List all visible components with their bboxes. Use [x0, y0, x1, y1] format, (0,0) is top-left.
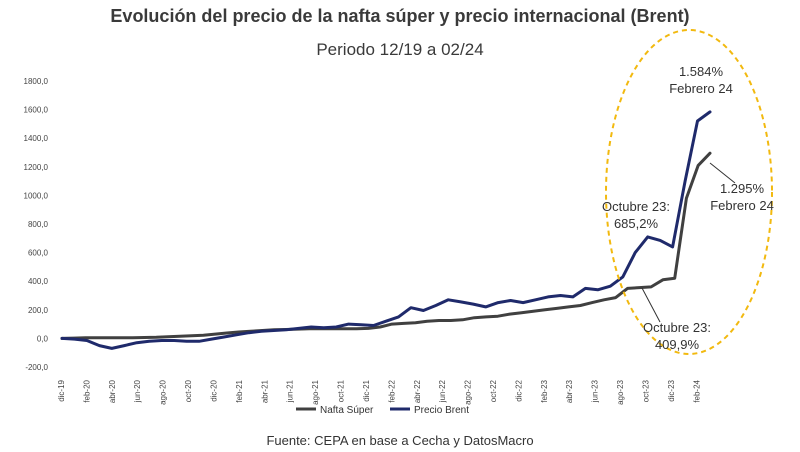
- x-tick-label: ago-22: [464, 379, 473, 404]
- annotations: 1.584% Febrero 24 1.295% Febrero 24 Octubre …: [602, 64, 774, 352]
- x-tick-label: dic-23: [667, 379, 676, 401]
- legend: Nafta Súper Precio Brent: [296, 405, 469, 416]
- y-tick-label: 1800,0: [24, 77, 49, 86]
- x-axis-ticks: dic-19 feb-20 abr-20 jun-20 ago-20 oct-20 dic-…: [57, 379, 701, 404]
- y-tick-label: 400,0: [28, 277, 49, 286]
- series-line: [60, 110, 712, 350]
- x-tick-label: oct-23: [641, 379, 650, 402]
- y-tick-label: 1600,0: [24, 106, 49, 115]
- x-tick-label: abr-23: [565, 379, 574, 403]
- legend-label: Nafta Súper: [320, 405, 374, 416]
- x-tick-label: abr-20: [108, 379, 117, 403]
- annotation-label: Febrero 24: [669, 81, 733, 96]
- x-tick-label: feb-23: [540, 379, 549, 402]
- x-tick-label: dic-20: [209, 379, 218, 401]
- x-tick-label: feb-22: [387, 379, 396, 402]
- y-tick-label: 1200,0: [24, 163, 49, 172]
- y-tick-label: -200,0: [25, 363, 48, 372]
- annotation-label: 685,2%: [614, 216, 659, 231]
- x-tick-label: ago-20: [159, 379, 168, 404]
- annotation-leader: [641, 287, 661, 323]
- x-tick-label: feb-24: [692, 379, 701, 402]
- x-tick-label: ago-21: [311, 379, 320, 404]
- x-tick-label: oct-20: [184, 379, 193, 402]
- chart-subtitle: Periodo 12/19 a 02/24: [316, 40, 484, 59]
- chart-title: Evolución del precio de la nafta súper y…: [110, 6, 690, 26]
- y-axis-ticks: -200,0 0,0 200,0 400,0 600,0 800,0 1000,0 1200,…: [24, 77, 49, 372]
- annotation-label: 409,9%: [655, 337, 700, 352]
- x-tick-label: jun-23: [591, 379, 600, 403]
- x-tick-label: oct-21: [337, 379, 346, 402]
- x-tick-label: abr-22: [413, 379, 422, 403]
- annotation-label: 1.295%: [720, 181, 765, 196]
- y-tick-label: 1400,0: [24, 134, 49, 143]
- x-tick-label: oct-22: [489, 379, 498, 402]
- x-tick-label: feb-21: [235, 379, 244, 402]
- y-tick-label: 200,0: [28, 306, 49, 315]
- legend-label: Precio Brent: [414, 405, 469, 416]
- y-tick-label: 0,0: [37, 334, 49, 343]
- x-tick-label: jun-21: [286, 379, 295, 403]
- annotation-label: Octubre 23:: [643, 320, 711, 335]
- y-tick-label: 600,0: [28, 249, 49, 258]
- annotation-label: 1.584%: [679, 64, 724, 79]
- x-tick-label: abr-21: [260, 379, 269, 403]
- series-line: [60, 151, 712, 340]
- y-tick-label: 800,0: [28, 220, 49, 229]
- x-tick-label: feb-20: [82, 379, 91, 402]
- highlight-ellipse: [605, 29, 773, 355]
- x-tick-label: jun-20: [133, 379, 142, 403]
- x-tick-label: dic-22: [514, 379, 523, 401]
- annotation-leader: [709, 162, 736, 184]
- x-tick-label: jun-22: [438, 379, 447, 403]
- x-tick-label: ago-23: [616, 379, 625, 404]
- annotation-label: Febrero 24: [710, 198, 774, 213]
- x-tick-label: dic-21: [362, 379, 371, 401]
- series-lines: [60, 110, 712, 350]
- y-tick-label: 1000,0: [24, 191, 49, 200]
- x-tick-label: dic-19: [57, 379, 66, 401]
- source-note: Fuente: CEPA en base a Cecha y DatosMacr…: [266, 433, 534, 448]
- annotation-label: Octubre 23:: [602, 199, 670, 214]
